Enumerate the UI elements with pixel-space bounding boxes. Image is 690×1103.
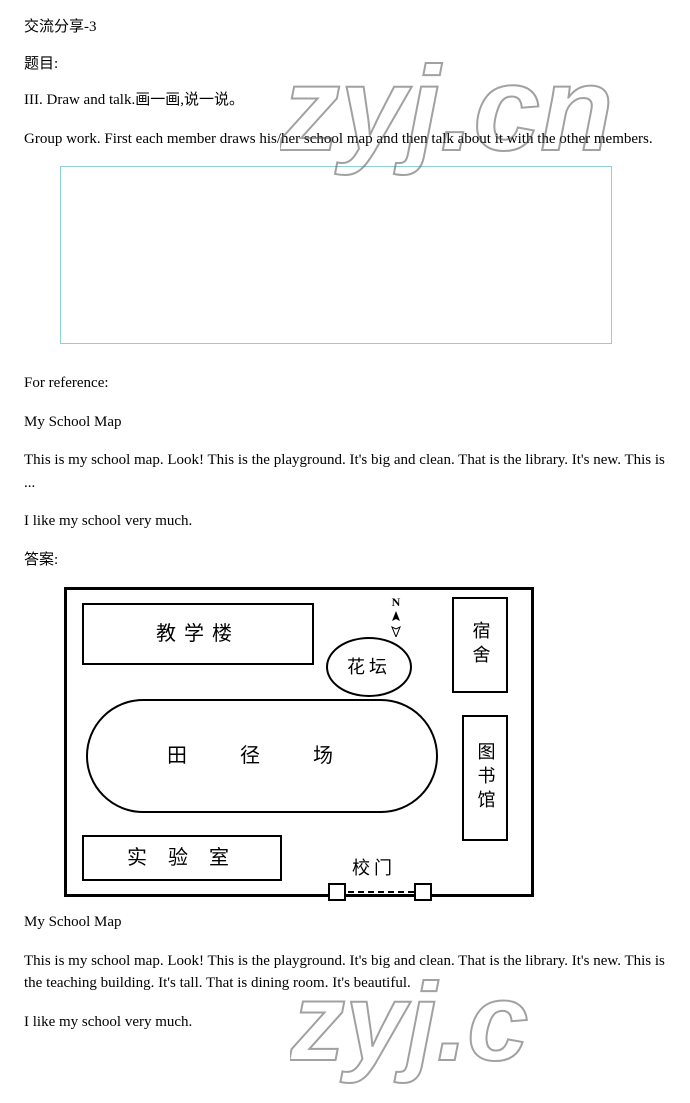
reference-label: For reference: — [24, 372, 666, 395]
map-library: 图书馆 — [462, 715, 508, 841]
reference-title: My School Map — [24, 411, 666, 434]
answer-closing: I like my school very much. — [24, 1011, 666, 1034]
task-line: III. Draw and talk.画一画,说一说。 — [24, 89, 666, 112]
answer-label: 答案: — [24, 549, 666, 572]
map-gate-post-right — [414, 883, 432, 901]
reference-closing: I like my school very much. — [24, 510, 666, 533]
map-lab: 实 验 室 — [82, 835, 282, 881]
map-track: 田 径 场 — [86, 699, 438, 813]
instruction-text: Group work. First each member draws his/… — [24, 128, 666, 151]
section-label: 题目: — [24, 53, 666, 76]
map-teaching-building: 教学楼 — [82, 603, 314, 665]
map-gate-line — [348, 891, 414, 893]
school-map: N 教学楼 宿舍 花坛 田 径 场 图书馆 实 验 室 校门 — [64, 587, 534, 897]
map-gate-post-left — [328, 883, 346, 901]
map-gate-label: 校门 — [352, 855, 396, 882]
map-dorm: 宿舍 — [452, 597, 508, 693]
answer-title: My School Map — [24, 911, 666, 934]
answer-body: This is my school map. Look! This is the… — [24, 950, 666, 995]
compass-icon: N — [386, 593, 406, 642]
reference-body: This is my school map. Look! This is the… — [24, 449, 666, 494]
drawing-box — [60, 166, 612, 344]
page-title: 交流分享-3 — [24, 16, 666, 39]
map-flowerbed: 花坛 — [326, 637, 412, 697]
